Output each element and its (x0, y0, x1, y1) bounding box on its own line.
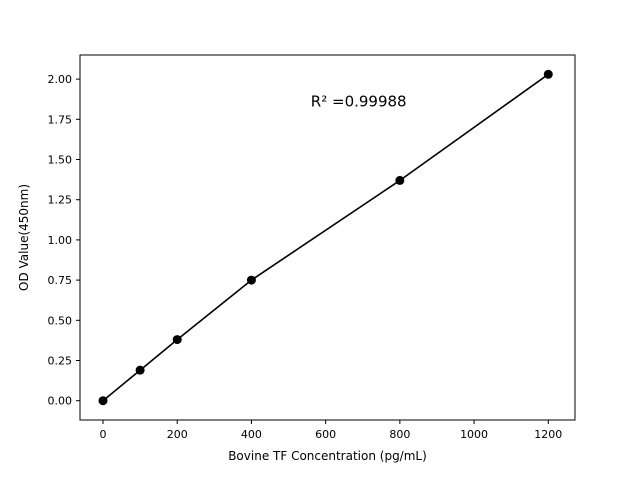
x-tick-label: 0 (100, 428, 107, 441)
x-axis-label: Bovine TF Concentration (pg/mL) (228, 449, 427, 463)
data-point (246, 275, 256, 285)
y-tick-label: 1.25 (48, 194, 73, 207)
x-tick-label: 1000 (460, 428, 488, 441)
x-tick-label: 400 (241, 428, 262, 441)
x-tick-label: 1200 (534, 428, 562, 441)
plot-frame (79, 54, 576, 421)
x-tick-label: 800 (389, 428, 410, 441)
data-point (98, 396, 108, 406)
y-tick-label: 1.75 (48, 113, 73, 126)
r-squared-annotation: R² =0.99988 (311, 92, 407, 110)
x-tick-label: 600 (315, 428, 336, 441)
data-point (135, 365, 145, 375)
y-tick-label: 0.75 (48, 274, 73, 287)
data-point (172, 335, 182, 345)
fit-line (102, 73, 549, 402)
y-tick-label: 0.00 (48, 395, 73, 408)
x-tick-label: 200 (167, 428, 188, 441)
y-tick-label: 1.50 (48, 154, 73, 167)
y-tick-label: 1.00 (48, 234, 73, 247)
data-point (395, 175, 405, 185)
y-tick-label: 0.25 (48, 355, 73, 368)
y-tick-label: 0.50 (48, 314, 73, 327)
data-point (543, 69, 553, 79)
y-axis-label: OD Value(450nm) (17, 184, 31, 291)
y-tick-label: 2.00 (48, 73, 73, 86)
